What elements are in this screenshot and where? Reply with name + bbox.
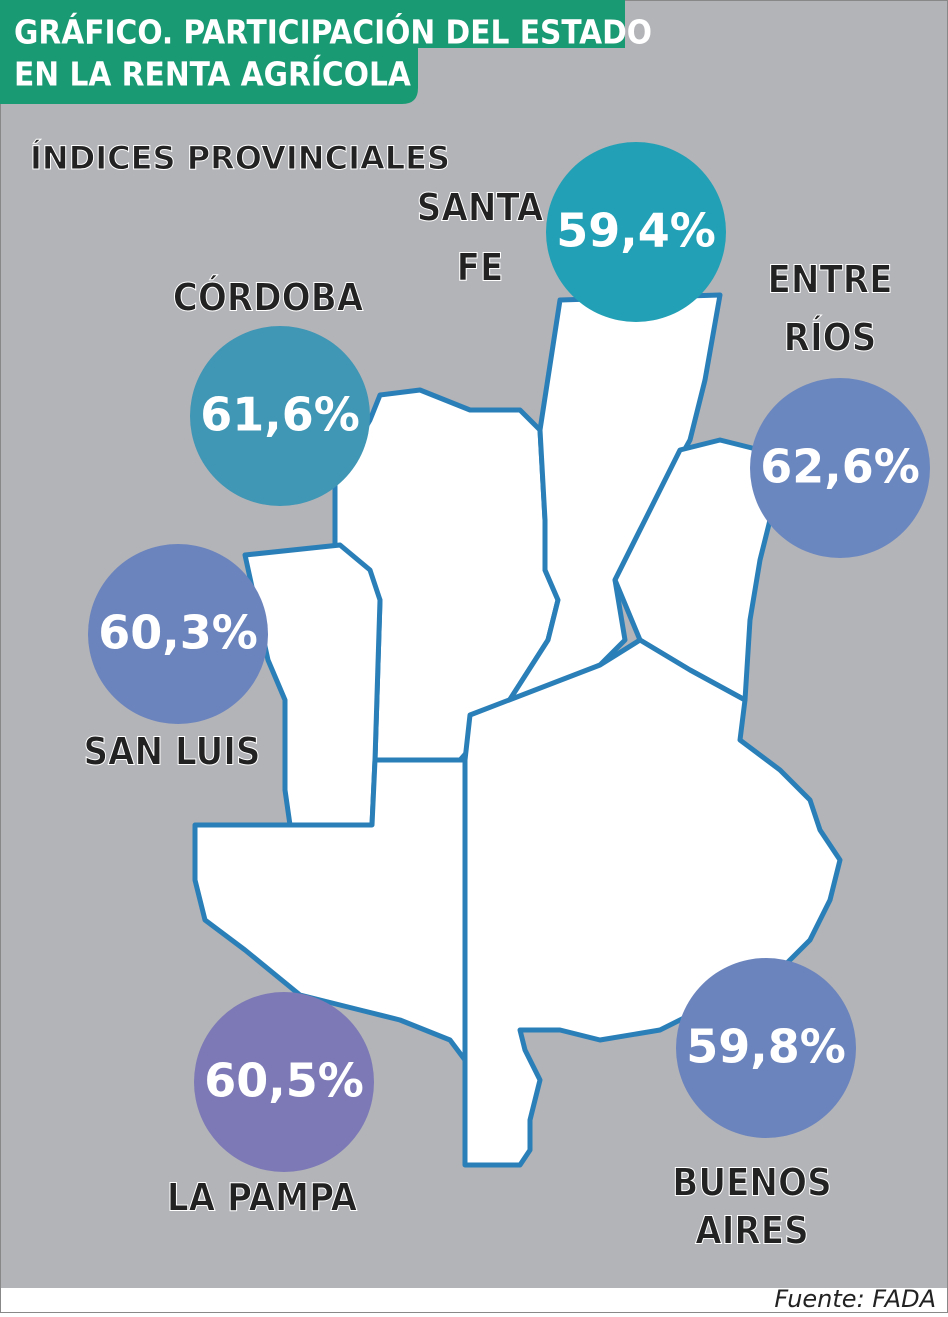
value-label: 60,3% [98,606,258,660]
province-name: SANTA [417,186,544,230]
province-name: LA PAMPA [167,1176,358,1220]
province-name: FE [457,246,504,290]
value-label: 59,8% [686,1020,846,1074]
value-circle [676,958,856,1138]
title-bar [0,0,625,104]
source: Fuente: FADA [774,1285,936,1313]
province-shape [192,757,468,1063]
province-name: AIRES [695,1209,808,1253]
value-circle [88,544,268,724]
value-label: 59,4% [556,204,716,258]
province-name: SAN LUIS [83,730,260,774]
value-label: 61,6% [200,388,360,442]
province-name: BUENOS [672,1161,831,1205]
value-circle [190,326,370,506]
subtitle: ÍNDICES PROVINCIALES [30,139,450,177]
province-name: CÓRDOBA [173,276,364,320]
value-circle [194,992,374,1172]
province-name: ENTRE [768,258,893,302]
value-circle [750,378,930,558]
title-line: EN LA RENTA AGRÍCOLA [14,54,411,94]
value-label: 60,5% [204,1054,364,1108]
title-line: GRÁFICO. PARTICIPACIÓN DEL ESTADO [14,12,652,52]
province-name: RÍOS [784,316,877,360]
value-label: 62,6% [760,440,920,494]
value-circle [546,142,726,322]
